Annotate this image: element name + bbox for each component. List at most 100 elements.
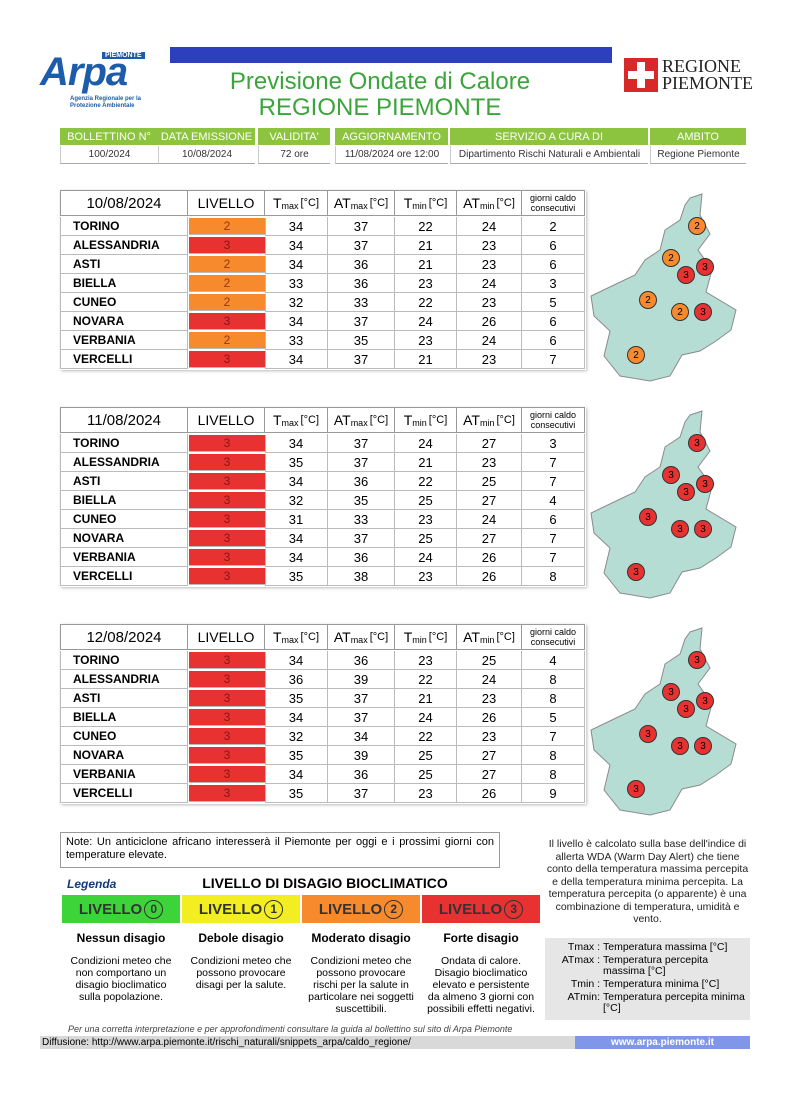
text-part: giorni caldo consecutivi (529, 193, 577, 213)
city: ALESSANDRIA (60, 453, 188, 472)
text-part: [°C] (369, 197, 389, 209)
value-cell: 21 (395, 236, 457, 255)
map-level: 3 (627, 780, 645, 798)
value-cell: 32 (265, 491, 328, 510)
text-part: AT (333, 629, 351, 645)
value-cell: 25 (395, 529, 457, 548)
level-cell: 3 (189, 351, 266, 368)
value-cell: 35 (265, 689, 328, 708)
flag-cross (628, 71, 654, 79)
region-map (590, 410, 737, 599)
logo-region: PIEMONTE (102, 52, 145, 59)
map-level: 3 (696, 475, 714, 493)
definitions: Tmax : Temperatura massima [°C] ATmax : Tem… (545, 938, 750, 1020)
city: TORINO (60, 217, 188, 236)
text-part: AT (333, 195, 351, 211)
column-header: AT max [°C] (328, 407, 395, 433)
value-cell: 35 (265, 567, 328, 586)
region-flag (624, 58, 658, 92)
text-part: LIVELLO (78, 900, 143, 918)
legend-level: LIVELLO 0 (62, 895, 180, 923)
value-cell: 21 (395, 689, 457, 708)
map-level: 2 (627, 346, 645, 364)
column-header: AT max [°C] (328, 190, 395, 216)
level-cell: 3 (189, 454, 266, 471)
legend-name: Moderato disagio (311, 931, 411, 945)
city: CUNEO (60, 293, 188, 312)
definition-text: Temperatura massima [°C] (603, 941, 728, 953)
value-cell: 34 (265, 255, 328, 274)
value-cell: 36 (328, 274, 395, 293)
value-cell: 23 (457, 350, 522, 369)
text-part: min (479, 635, 495, 645)
city: ASTI (60, 472, 188, 491)
value-cell: 8 (522, 689, 585, 708)
value-cell: 37 (328, 708, 395, 727)
value-cell: 7 (522, 472, 585, 491)
value-cell: 24 (395, 312, 457, 331)
legend-name: Nessun disagio (76, 931, 166, 945)
text-part: [°C] (300, 414, 320, 426)
value-cell: 37 (328, 529, 395, 548)
value-cell: 37 (328, 784, 395, 803)
definition: Tmin : Temperatura minima [°C] (545, 979, 750, 990)
region-logo: REGIONE PIEMONTE (662, 57, 753, 92)
map-level: 3 (677, 483, 695, 501)
title-bar (170, 47, 612, 63)
map-level: 3 (671, 737, 689, 755)
value-cell: 23 (395, 331, 457, 350)
value-cell: 24 (457, 217, 522, 236)
value-cell: 23 (395, 784, 457, 803)
value-cell: 24 (457, 510, 522, 529)
city: NOVARA (60, 529, 188, 548)
column-header: AT min [°C] (457, 190, 522, 216)
definition: ATmin: Temperatura percepita minima [°C] (545, 992, 750, 1014)
value-cell: 34 (265, 217, 328, 236)
legend-description: Condizioni meteo che possono provocare d… (190, 955, 292, 991)
region-map (590, 193, 737, 382)
city: TORINO (60, 651, 188, 670)
text-part: LIVELLO (197, 629, 255, 645)
value-cell: 34 (265, 651, 328, 670)
text-part: [°C] (428, 631, 448, 643)
value-cell: 33 (328, 293, 395, 312)
definition-text: Temperatura percepita massima [°C] (603, 954, 709, 977)
legend-level: LIVELLO 3 (422, 895, 540, 923)
city: BIELLA (60, 708, 188, 727)
value-cell: 35 (265, 746, 328, 765)
value-cell: 39 (328, 746, 395, 765)
value-cell: 34 (265, 312, 328, 331)
explanation: Il livello è calcolato sulla base dell'i… (546, 838, 749, 925)
value-cell: 35 (328, 331, 395, 350)
value-cell: 38 (328, 567, 395, 586)
text-part: min (412, 418, 427, 428)
value-cell: 27 (457, 746, 522, 765)
value-cell: 27 (457, 529, 522, 548)
info-value: 72 ore (258, 146, 330, 164)
text-part: T (403, 195, 413, 211)
diffusion-bar: Diffusione: http://www.arpa.piemonte.it/… (40, 1036, 575, 1049)
map-shape (590, 627, 737, 816)
value-cell: 6 (522, 255, 585, 274)
text-part: [°C] (496, 631, 515, 643)
value-cell: 26 (457, 312, 522, 331)
text-part: 3 (504, 899, 524, 919)
site-link: www.arpa.piemonte.it (575, 1036, 750, 1049)
text-part: min (479, 418, 495, 428)
column-header: LIVELLO (188, 190, 265, 216)
level-cell: 3 (189, 671, 266, 688)
column-header: giorni caldo consecutivi (522, 407, 585, 433)
value-cell: 23 (395, 567, 457, 586)
info-header: SERVIZIO A CURA DI (450, 128, 648, 145)
value-cell: 21 (395, 350, 457, 369)
value-cell: 23 (395, 274, 457, 293)
value-cell: 7 (522, 548, 585, 567)
text-part: LIVELLO (198, 900, 263, 918)
map-level: 3 (639, 508, 657, 526)
info-value: 100/2024 (60, 146, 158, 164)
text-part: [°C] (428, 197, 448, 209)
value-cell: 6 (522, 236, 585, 255)
